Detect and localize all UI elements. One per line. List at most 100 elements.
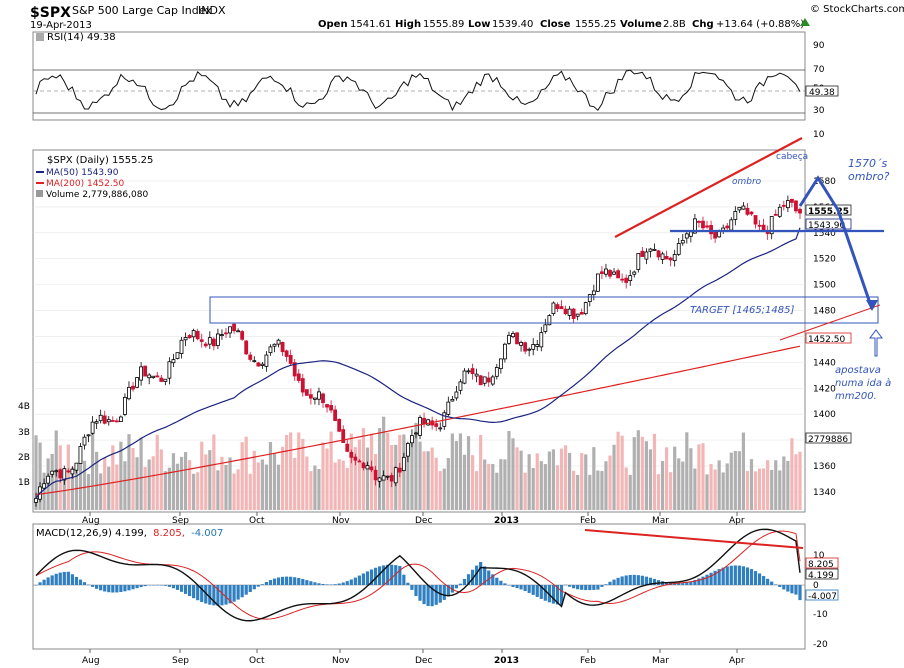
volume-bar bbox=[572, 470, 576, 510]
candle-body bbox=[66, 470, 71, 473]
macd-hist-bar bbox=[382, 565, 386, 585]
macd-hist-bar bbox=[604, 584, 608, 585]
candle-body bbox=[725, 225, 730, 229]
x-tick-label: Aug bbox=[82, 516, 100, 526]
rsi-icon bbox=[36, 33, 44, 41]
candle-body bbox=[798, 208, 802, 214]
volume-bar bbox=[555, 465, 560, 510]
candle-body bbox=[543, 324, 548, 332]
macd-hist-bar bbox=[119, 585, 123, 593]
macd-hist-bar bbox=[179, 585, 184, 592]
volume-bar bbox=[224, 464, 228, 510]
x-tick-label: Oct bbox=[249, 516, 265, 526]
macd-hist-bar bbox=[50, 575, 54, 585]
price-tick-label: 1480 bbox=[813, 307, 836, 317]
candle-body bbox=[288, 354, 293, 364]
candle-body bbox=[790, 198, 794, 203]
macd-hist-bar bbox=[248, 585, 252, 592]
brand: © StockCharts.com bbox=[810, 4, 904, 15]
x-tick-label: Dec bbox=[415, 516, 432, 526]
candle-body bbox=[252, 360, 257, 363]
macd-hist-bar bbox=[790, 585, 794, 594]
macd-hist-bar bbox=[398, 566, 402, 585]
ma200-tag-bg bbox=[805, 332, 852, 344]
volume-bar bbox=[567, 452, 572, 510]
volume-bar bbox=[321, 442, 325, 510]
candle-body bbox=[86, 434, 91, 437]
macd-hist-bar bbox=[171, 585, 176, 589]
candle-body bbox=[211, 338, 216, 347]
macd-hist-bar bbox=[155, 584, 159, 586]
candle-body bbox=[503, 343, 507, 360]
macd-hist-bar bbox=[349, 579, 353, 585]
macd-hist-bar bbox=[78, 579, 83, 585]
annot-cabeca: cabeça bbox=[776, 152, 808, 162]
candle-body bbox=[680, 239, 685, 244]
candle-body bbox=[531, 344, 536, 350]
candle-body bbox=[102, 415, 107, 424]
candle-body bbox=[276, 339, 281, 345]
close-tag-bg bbox=[805, 204, 852, 216]
volume-bar bbox=[547, 451, 551, 510]
macd-hist-bar bbox=[329, 584, 333, 585]
candle-body bbox=[240, 331, 245, 340]
up-arrow-icon bbox=[800, 18, 810, 26]
macd-hist-bar bbox=[280, 576, 285, 585]
rsi-tick-label: 30 bbox=[813, 106, 825, 116]
volume-bar bbox=[563, 445, 568, 510]
macd-hist-bar bbox=[551, 585, 556, 604]
macd-hist-bar bbox=[584, 585, 588, 591]
macd-hist-bar bbox=[321, 583, 325, 585]
price-tick-label: 1400 bbox=[813, 410, 836, 420]
volume-legend: Volume 2,779,886,080 bbox=[46, 190, 148, 200]
volume-bar bbox=[523, 472, 527, 510]
macd-hist-bar bbox=[442, 585, 446, 600]
candle-body bbox=[672, 254, 677, 262]
x-tick-label: Aug bbox=[82, 656, 100, 666]
volume-bar bbox=[34, 435, 38, 510]
macd-label-main: MACD(12,26,9) 4.199, bbox=[36, 528, 147, 539]
macd-hist-bar bbox=[167, 585, 171, 587]
candle-body bbox=[329, 405, 333, 411]
volume-bar bbox=[139, 437, 143, 510]
volume-bar bbox=[689, 448, 693, 510]
candle-body bbox=[70, 468, 75, 475]
volume-tag: 2779886 bbox=[808, 435, 848, 445]
macd-hist-bar bbox=[394, 565, 398, 585]
macd-hist-bar bbox=[531, 585, 535, 595]
macd-hist-bar bbox=[600, 585, 604, 587]
volume-bar bbox=[228, 457, 232, 510]
macd-hist-bar bbox=[183, 585, 188, 594]
volume-bar bbox=[244, 436, 248, 510]
volume-bar bbox=[709, 463, 713, 510]
candle-body bbox=[709, 225, 713, 235]
macd-hist-bar bbox=[762, 576, 766, 585]
low-value: 1539.40 bbox=[492, 19, 533, 30]
x-tick-label: Feb bbox=[580, 656, 596, 666]
candle-body bbox=[216, 333, 220, 346]
candle-body bbox=[34, 498, 38, 503]
macd-hist-bar bbox=[103, 585, 107, 592]
macd-hist-bar bbox=[204, 585, 208, 604]
volume-bar bbox=[733, 451, 737, 510]
macd-label: MACD(12,26,9) 4.199, 8.205, -4.007 bbox=[36, 528, 223, 539]
volume-bar bbox=[438, 471, 442, 510]
x-tick-label: 2013 bbox=[494, 516, 519, 526]
candle-body bbox=[595, 273, 600, 292]
macd-hist-bar bbox=[276, 577, 281, 585]
annot-target: TARGET [1465;1485] bbox=[690, 305, 795, 316]
chart-date: 19-Apr-2013 bbox=[30, 20, 92, 31]
candle-body bbox=[74, 462, 79, 471]
candle-body bbox=[414, 432, 418, 435]
rsi-tick-label: 10 bbox=[813, 130, 825, 140]
volume-bar bbox=[216, 470, 220, 510]
macd-hist-bar bbox=[677, 583, 681, 585]
candle-body bbox=[749, 211, 754, 215]
candle-body bbox=[94, 421, 99, 424]
volume-bar bbox=[62, 468, 66, 510]
volume-bar bbox=[515, 447, 519, 510]
volume-bar bbox=[163, 471, 167, 510]
macd-hist-bar bbox=[430, 585, 434, 607]
candle-body bbox=[434, 423, 439, 427]
candle-body bbox=[203, 343, 208, 347]
